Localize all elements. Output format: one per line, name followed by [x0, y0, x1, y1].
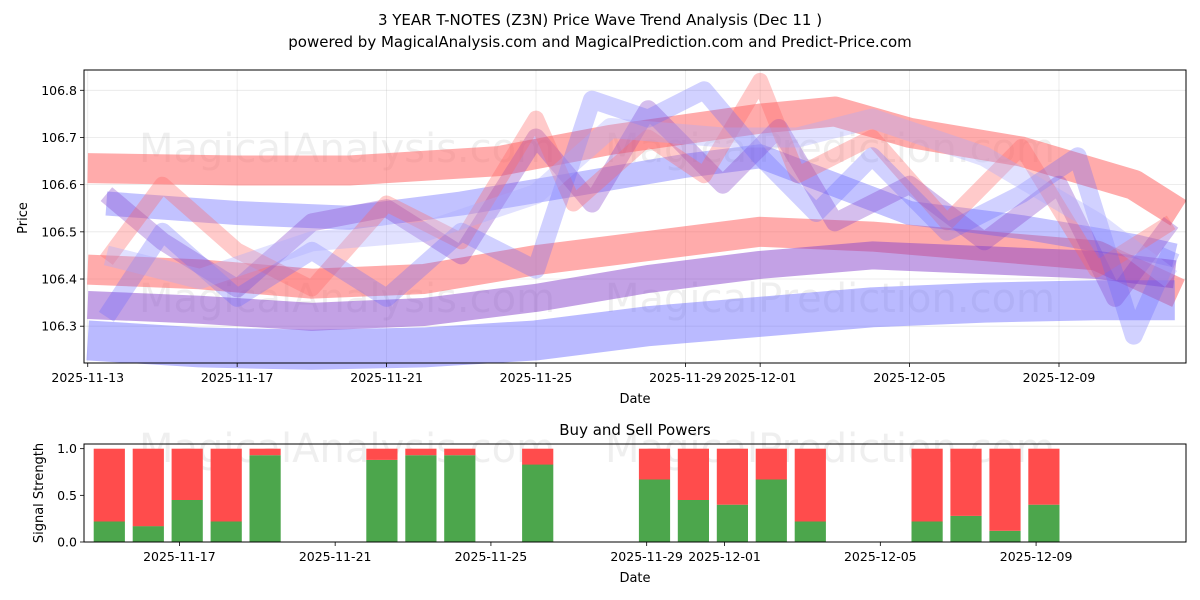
buy-bar-2025-11-23 — [444, 455, 476, 542]
sell-bar-2025-11-15 — [132, 448, 164, 527]
price-series-blue-wave-2 — [103, 108, 1178, 289]
price-chart: MagicalAnalysis.com MagicalPrediction.co… — [16, 69, 1187, 407]
sell-bar-2025-11-17 — [210, 448, 242, 522]
signal-y-ticks: 0.0 0.5 1.0 — [57, 441, 84, 550]
price-series-red-band-upper — [87, 96, 1187, 226]
signal-y-tick-label-0: 0.0 — [57, 535, 77, 550]
signal-x-label: Date — [619, 571, 650, 586]
signal-y-tick-label-2: 1.0 — [57, 441, 77, 456]
price-x-tick-label-7: 2025-12-09 — [1023, 370, 1096, 385]
price-x-tick-label-4: 2025-11-29 — [649, 370, 722, 385]
signal-x-tick-label-1: 2025-11-21 — [299, 549, 372, 564]
signal-bars — [93, 448, 1060, 542]
price-y-tick-label-3: 106.6 — [41, 177, 77, 192]
sell-bar-2025-12-06 — [950, 448, 982, 516]
buy-bar-2025-11-17 — [210, 521, 242, 542]
signal-chart: Buy and Sell Powers MagicalAnalysis.com … — [32, 421, 1187, 586]
sell-bar-2025-11-21 — [366, 448, 398, 460]
price-y-label: Price — [16, 202, 31, 234]
signal-x-tick-label-0: 2025-11-17 — [143, 549, 216, 564]
signal-x-tick-label-6: 2025-12-09 — [1000, 549, 1073, 564]
sell-bar-2025-12-01 — [755, 448, 787, 480]
buy-bar-2025-12-08 — [1028, 504, 1060, 542]
buy-bar-2025-12-01 — [755, 479, 787, 542]
sell-bar-2025-11-23 — [444, 448, 476, 456]
buy-bar-2025-12-05 — [911, 521, 943, 542]
price-y-tick-label-1: 106.4 — [41, 272, 77, 287]
price-series-blue-band-lower — [86, 280, 1175, 370]
price-axes-frame — [83, 69, 1187, 364]
signal-x-tick-label-3: 2025-11-29 — [610, 549, 683, 564]
buy-bar-2025-12-02 — [794, 521, 826, 542]
price-x-tick-label-6: 2025-12-05 — [873, 370, 946, 385]
price-y-tick-label-4: 106.7 — [41, 130, 77, 145]
buy-bar-2025-11-25 — [522, 464, 554, 542]
price-x-tick-label-2: 2025-11-21 — [350, 370, 423, 385]
signal-y-tick-label-1: 0.5 — [57, 488, 77, 503]
sell-bar-2025-11-25 — [522, 448, 554, 465]
buy-bar-2025-11-29 — [677, 500, 709, 542]
signal-x-tick-label-5: 2025-12-05 — [844, 549, 917, 564]
buy-bar-2025-12-07 — [989, 530, 1021, 542]
sell-bar-2025-12-08 — [1028, 448, 1060, 505]
buy-bar-2025-11-21 — [366, 459, 398, 542]
price-x-tick-label-5: 2025-12-01 — [724, 370, 797, 385]
price-series-blue-wave-1 — [98, 81, 1180, 345]
buy-bar-2025-11-22 — [405, 455, 437, 542]
buy-bar-2025-11-30 — [716, 504, 748, 542]
sell-bar-2025-12-07 — [989, 448, 1021, 531]
price-x-tick-label-1: 2025-11-17 — [201, 370, 274, 385]
price-x-ticks: 2025-11-13 2025-11-17 2025-11-21 2025-11-25… — [51, 363, 1095, 385]
price-series-purple-band — [87, 241, 1177, 331]
price-series-blue-band-upper — [105, 144, 1178, 268]
price-series-red-wave-1 — [99, 72, 1176, 297]
buy-bar-2025-11-16 — [171, 500, 203, 542]
price-y-tick-label-2: 106.5 — [41, 224, 77, 239]
sell-bar-2025-11-16 — [171, 448, 203, 500]
price-x-label: Date — [619, 392, 650, 407]
signal-x-tick-label-2: 2025-11-25 — [455, 549, 528, 564]
sell-bar-2025-11-14 — [93, 448, 125, 522]
signal-watermark-prediction: MagicalPrediction.com — [605, 426, 1055, 472]
sell-bar-2025-12-02 — [794, 448, 826, 522]
buy-bar-2025-11-28 — [638, 479, 671, 542]
price-series-purple-wave-1 — [100, 100, 1179, 307]
buy-bar-2025-11-14 — [93, 521, 125, 542]
chart-title: 3 YEAR T-NOTES (Z3N) Price Wave Trend An… — [378, 11, 822, 29]
signal-axes-frame — [83, 443, 1187, 543]
chart-subtitle: powered by MagicalAnalysis.com and Magic… — [288, 33, 912, 51]
sell-bar-2025-11-29 — [677, 448, 709, 500]
signal-x-ticks: 2025-11-17 2025-11-21 2025-11-25 2025-11-29… — [143, 542, 1072, 564]
signal-watermark-analysis: MagicalAnalysis.com — [139, 426, 555, 472]
signal-x-tick-label-4: 2025-12-01 — [688, 549, 761, 564]
price-y-ticks: 106.3 106.4 106.5 106.6 106.7 106.8 — [41, 83, 84, 334]
buy-bar-2025-11-18 — [249, 455, 281, 542]
sell-bar-2025-11-28 — [638, 448, 671, 480]
price-series — [86, 72, 1187, 370]
signal-y-label: Signal Strength — [32, 443, 47, 543]
sell-bar-2025-12-05 — [911, 448, 943, 522]
sell-bar-2025-11-30 — [716, 448, 748, 505]
signal-title: Buy and Sell Powers — [559, 421, 711, 439]
price-x-tick-label-3: 2025-11-25 — [500, 370, 573, 385]
price-x-tick-label-0: 2025-11-13 — [51, 370, 124, 385]
price-y-tick-label-0: 106.3 — [41, 319, 77, 334]
price-y-tick-label-5: 106.8 — [41, 83, 77, 98]
sell-bar-2025-11-22 — [405, 448, 437, 456]
buy-bar-2025-11-15 — [132, 526, 164, 542]
buy-bar-2025-12-06 — [950, 515, 982, 542]
sell-bar-2025-11-18 — [249, 448, 281, 456]
